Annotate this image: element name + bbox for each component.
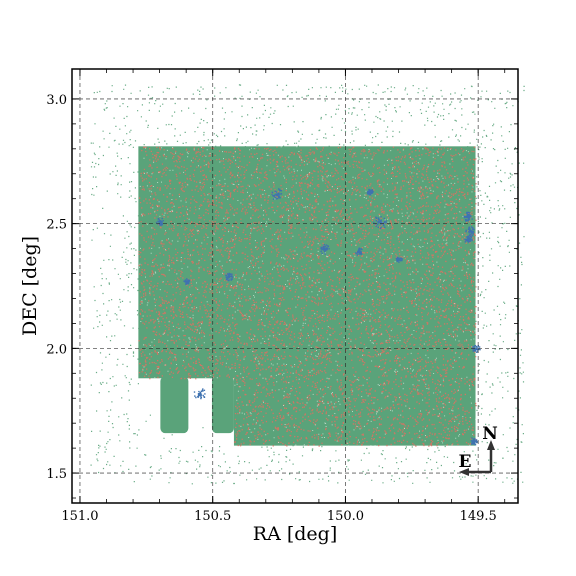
blue-cluster-11 [472, 345, 481, 353]
y-tick-label-0: 1.5 [46, 467, 67, 482]
north-label: N [482, 424, 498, 444]
footprint-lower [233, 377, 476, 446]
footprint-tab-left [160, 376, 189, 434]
y-tick-label-2: 2.5 [46, 218, 67, 233]
blue-cluster-3 [465, 226, 475, 238]
east-label: E [459, 452, 472, 472]
blue-cluster-5 [320, 244, 330, 255]
east-arrow-head [459, 468, 469, 476]
north-arrow-head [487, 440, 495, 450]
footprint-upper [138, 146, 476, 379]
blue-cluster-9 [464, 234, 473, 243]
blue-cluster-7 [225, 272, 234, 282]
x-tick-label-0: 151.0 [61, 509, 98, 524]
x-axis-label: RA [deg] [253, 523, 337, 545]
blue-cluster-6 [355, 247, 363, 256]
blue-cluster-1 [373, 216, 387, 230]
y-tick-label-3: 3.0 [46, 93, 67, 108]
scatter-light-points [139, 146, 477, 447]
blue-cluster-2 [463, 211, 473, 222]
points-layer [90, 84, 525, 485]
x-tick-label-2: 150.0 [327, 509, 364, 524]
blue-cluster-10 [470, 437, 479, 446]
blue-cluster-12 [183, 278, 191, 285]
blue-cluster-14 [366, 188, 374, 196]
footprint-tab-right [211, 376, 234, 434]
grid-layer [72, 69, 518, 503]
y-axis-label: DEC [deg] [19, 236, 41, 336]
scatter-red-points [138, 146, 477, 447]
x-tick-label-3: 149.5 [460, 509, 497, 524]
blue-cluster-4 [193, 388, 206, 400]
blue-cluster-0 [271, 188, 283, 200]
ticks-layer: 151.0 150.5 150.0 149.5 1.5 2.0 2.5 3.0 [46, 69, 518, 524]
blue-cluster-13 [395, 256, 403, 263]
compass: N E [459, 424, 498, 476]
plot-frame [71, 68, 519, 504]
y-tick-label-1: 2.0 [46, 342, 67, 357]
x-tick-label-1: 150.5 [194, 509, 231, 524]
